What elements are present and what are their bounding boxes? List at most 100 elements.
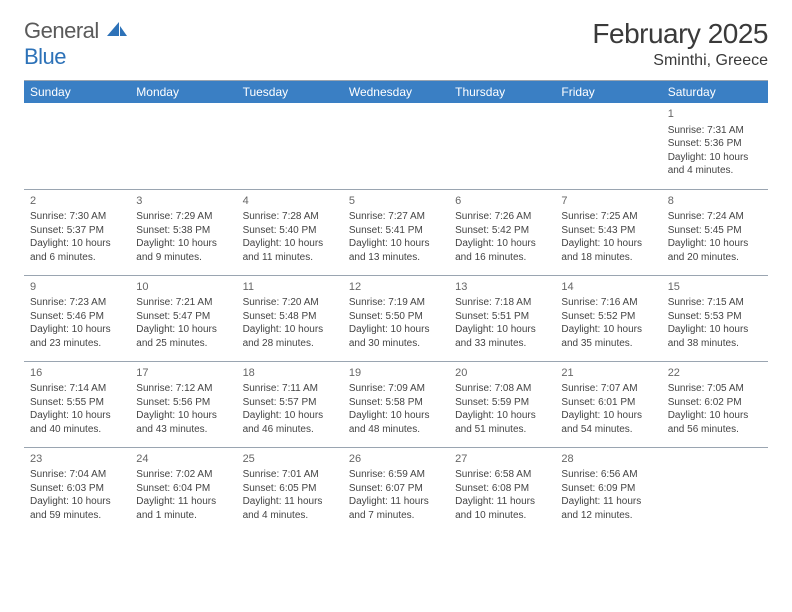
cell-text: and 35 minutes.: [561, 337, 655, 351]
cell-text: Sunset: 5:45 PM: [668, 224, 762, 238]
cell-text: Daylight: 10 hours: [561, 409, 655, 423]
day-number: 18: [243, 366, 337, 381]
cell-text: Daylight: 10 hours: [668, 237, 762, 251]
cell-text: Daylight: 10 hours: [243, 237, 337, 251]
location-label: Sminthi, Greece: [592, 52, 768, 70]
calendar-cell: 28Sunrise: 6:56 AMSunset: 6:09 PMDayligh…: [555, 447, 661, 533]
cell-text: and 23 minutes.: [30, 337, 124, 351]
calendar-cell: [555, 103, 661, 189]
cell-text: Sunrise: 7:09 AM: [349, 382, 443, 396]
calendar-cell: [343, 103, 449, 189]
day-number: 8: [668, 194, 762, 209]
calendar-cell: 9Sunrise: 7:23 AMSunset: 5:46 PMDaylight…: [24, 275, 130, 361]
calendar-cell: 23Sunrise: 7:04 AMSunset: 6:03 PMDayligh…: [24, 447, 130, 533]
cell-text: Sunrise: 7:05 AM: [668, 382, 762, 396]
cell-text: Sunrise: 7:11 AM: [243, 382, 337, 396]
cell-text: Sunset: 6:01 PM: [561, 396, 655, 410]
calendar-cell: [130, 103, 236, 189]
calendar-cell: 10Sunrise: 7:21 AMSunset: 5:47 PMDayligh…: [130, 275, 236, 361]
cell-text: and 59 minutes.: [30, 509, 124, 523]
cell-text: Daylight: 10 hours: [136, 409, 230, 423]
day-number: 5: [349, 194, 443, 209]
cell-text: Sunset: 6:04 PM: [136, 482, 230, 496]
cell-text: Sunrise: 6:58 AM: [455, 468, 549, 482]
day-number: 20: [455, 366, 549, 381]
cell-text: and 25 minutes.: [136, 337, 230, 351]
cell-text: Daylight: 10 hours: [243, 323, 337, 337]
cell-text: Daylight: 10 hours: [243, 409, 337, 423]
cell-text: Sunrise: 7:21 AM: [136, 296, 230, 310]
cell-text: Sunrise: 7:07 AM: [561, 382, 655, 396]
calendar-cell: [662, 447, 768, 533]
sail-icon: [107, 22, 127, 43]
cell-text: Sunset: 5:38 PM: [136, 224, 230, 238]
calendar-cell: 5Sunrise: 7:27 AMSunset: 5:41 PMDaylight…: [343, 189, 449, 275]
day-number: 9: [30, 280, 124, 295]
cell-text: and 51 minutes.: [455, 423, 549, 437]
calendar-cell: 24Sunrise: 7:02 AMSunset: 6:04 PMDayligh…: [130, 447, 236, 533]
cell-text: Sunset: 5:37 PM: [30, 224, 124, 238]
day-number: 19: [349, 366, 443, 381]
calendar-cell: 6Sunrise: 7:26 AMSunset: 5:42 PMDaylight…: [449, 189, 555, 275]
cell-text: Sunrise: 6:56 AM: [561, 468, 655, 482]
cell-text: Sunset: 6:07 PM: [349, 482, 443, 496]
logo-text-blue: Blue: [24, 44, 66, 69]
day-number: 6: [455, 194, 549, 209]
page-title: February 2025: [592, 18, 768, 50]
cell-text: Sunset: 5:56 PM: [136, 396, 230, 410]
cell-text: Daylight: 10 hours: [455, 323, 549, 337]
cell-text: Sunset: 5:50 PM: [349, 310, 443, 324]
cell-text: and 1 minute.: [136, 509, 230, 523]
cell-text: Sunrise: 7:01 AM: [243, 468, 337, 482]
calendar-cell: 1Sunrise: 7:31 AMSunset: 5:36 PMDaylight…: [662, 103, 768, 189]
day-header-row: Sunday Monday Tuesday Wednesday Thursday…: [24, 81, 768, 103]
cell-text: Daylight: 11 hours: [455, 495, 549, 509]
cell-text: Daylight: 10 hours: [349, 237, 443, 251]
day-number: 17: [136, 366, 230, 381]
cell-text: and 30 minutes.: [349, 337, 443, 351]
cell-text: Sunrise: 7:20 AM: [243, 296, 337, 310]
cell-text: Sunrise: 7:04 AM: [30, 468, 124, 482]
day-number: 13: [455, 280, 549, 295]
cell-text: and 16 minutes.: [455, 251, 549, 265]
calendar-cell: 20Sunrise: 7:08 AMSunset: 5:59 PMDayligh…: [449, 361, 555, 447]
calendar-cell: 27Sunrise: 6:58 AMSunset: 6:08 PMDayligh…: [449, 447, 555, 533]
table-row: 1Sunrise: 7:31 AMSunset: 5:36 PMDaylight…: [24, 103, 768, 189]
cell-text: Daylight: 10 hours: [561, 323, 655, 337]
day-number: 23: [30, 452, 124, 467]
cell-text: Sunrise: 7:28 AM: [243, 210, 337, 224]
cell-text: Sunset: 5:51 PM: [455, 310, 549, 324]
cell-text: and 40 minutes.: [30, 423, 124, 437]
cell-text: and 10 minutes.: [455, 509, 549, 523]
cell-text: Sunrise: 7:30 AM: [30, 210, 124, 224]
cell-text: Daylight: 11 hours: [243, 495, 337, 509]
cell-text: Sunset: 5:40 PM: [243, 224, 337, 238]
cell-text: and 20 minutes.: [668, 251, 762, 265]
calendar-cell: 7Sunrise: 7:25 AMSunset: 5:43 PMDaylight…: [555, 189, 661, 275]
col-tue: Tuesday: [237, 81, 343, 103]
day-number: 14: [561, 280, 655, 295]
cell-text: Sunset: 6:09 PM: [561, 482, 655, 496]
table-row: 16Sunrise: 7:14 AMSunset: 5:55 PMDayligh…: [24, 361, 768, 447]
cell-text: Sunrise: 7:16 AM: [561, 296, 655, 310]
cell-text: and 7 minutes.: [349, 509, 443, 523]
cell-text: Daylight: 10 hours: [668, 409, 762, 423]
day-number: 2: [30, 194, 124, 209]
calendar-cell: [237, 103, 343, 189]
title-block: February 2025 Sminthi, Greece: [592, 18, 768, 70]
calendar-cell: [24, 103, 130, 189]
cell-text: Sunset: 5:53 PM: [668, 310, 762, 324]
cell-text: Sunset: 5:42 PM: [455, 224, 549, 238]
cell-text: Sunrise: 7:08 AM: [455, 382, 549, 396]
cell-text: Sunrise: 7:26 AM: [455, 210, 549, 224]
cell-text: and 43 minutes.: [136, 423, 230, 437]
cell-text: and 54 minutes.: [561, 423, 655, 437]
cell-text: Daylight: 10 hours: [349, 323, 443, 337]
calendar-cell: 13Sunrise: 7:18 AMSunset: 5:51 PMDayligh…: [449, 275, 555, 361]
cell-text: Sunrise: 7:31 AM: [668, 124, 762, 138]
header: General Blue February 2025 Sminthi, Gree…: [24, 18, 768, 70]
cell-text: Sunset: 6:02 PM: [668, 396, 762, 410]
calendar-cell: 2Sunrise: 7:30 AMSunset: 5:37 PMDaylight…: [24, 189, 130, 275]
cell-text: Sunrise: 7:24 AM: [668, 210, 762, 224]
cell-text: and 4 minutes.: [668, 164, 762, 178]
